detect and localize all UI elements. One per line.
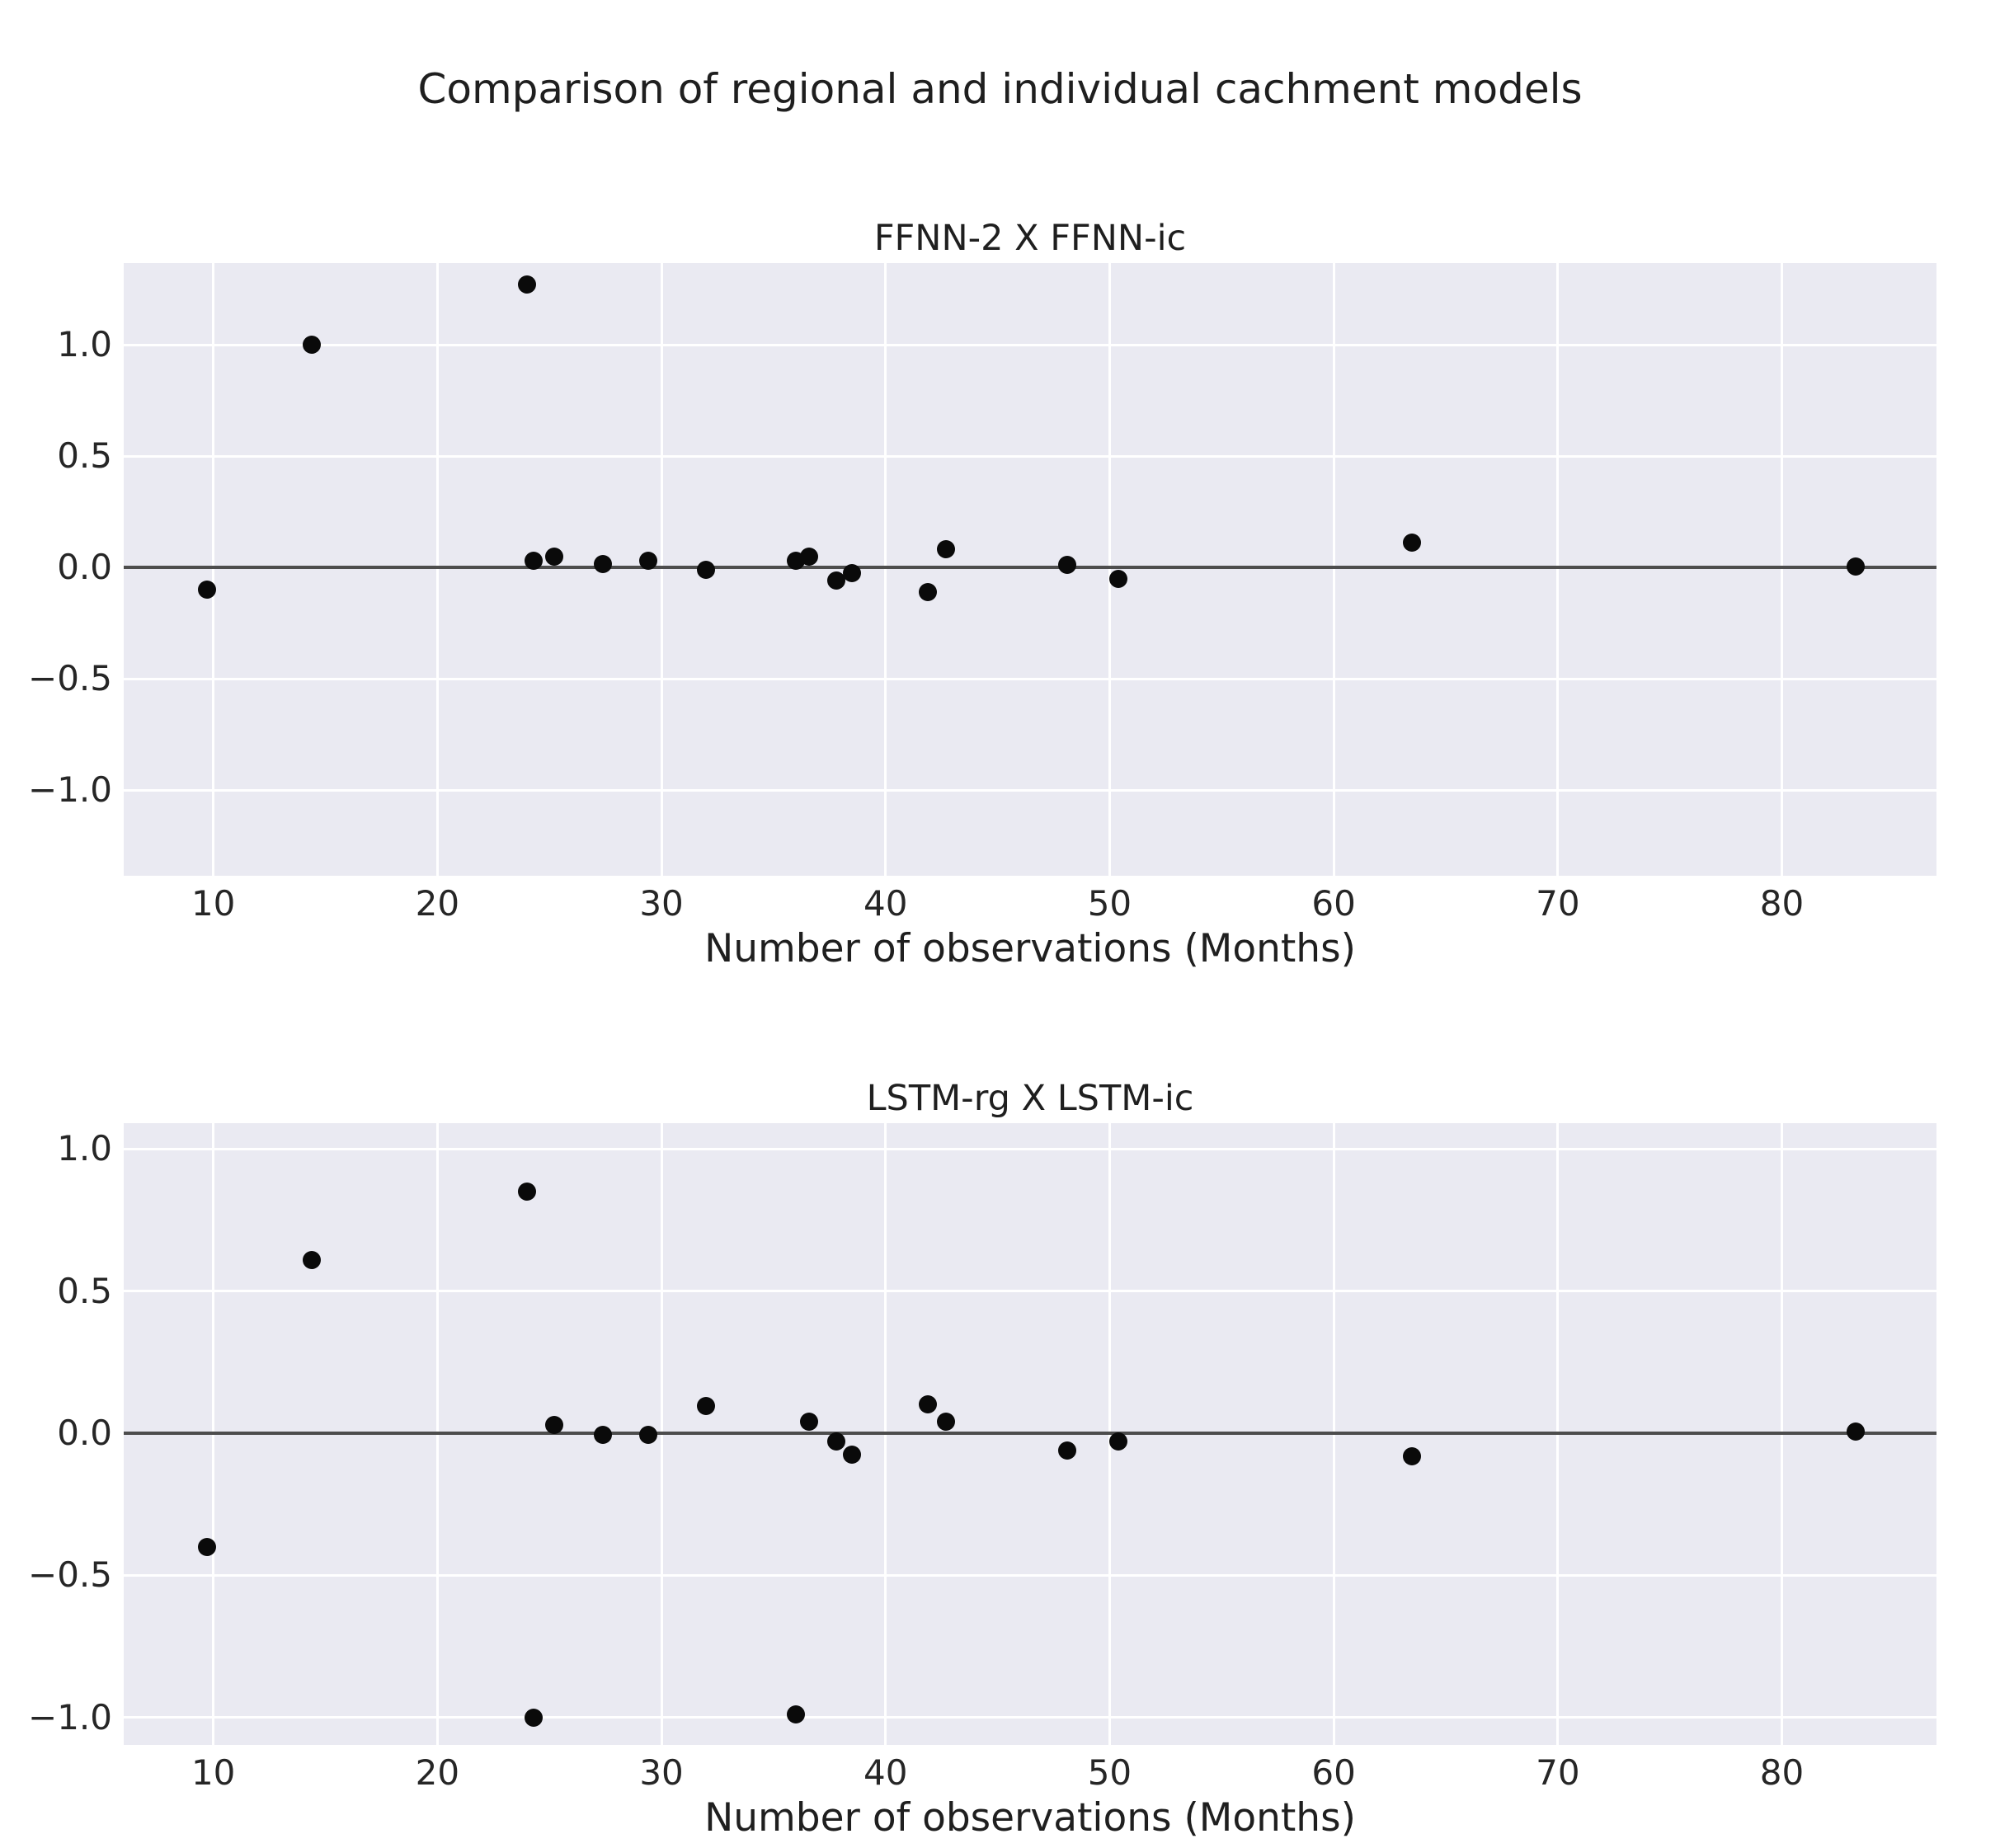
x-gridline bbox=[1332, 263, 1335, 876]
x-gridline bbox=[212, 263, 215, 876]
data-point bbox=[544, 1415, 563, 1434]
x-tick-label: 60 bbox=[1311, 883, 1356, 924]
subplot-lstm-title: LSTM-rg X LSTM-ic bbox=[866, 1078, 1194, 1119]
x-tick-label: 80 bbox=[1759, 883, 1805, 924]
y-gridline bbox=[124, 1716, 1936, 1719]
plot-area-lstm bbox=[124, 1123, 1936, 1745]
data-point bbox=[697, 560, 716, 579]
data-point bbox=[1403, 1446, 1422, 1465]
y-tick-label: −1.0 bbox=[28, 769, 112, 811]
x-axis-label-ffnn: Number of observations (Months) bbox=[704, 926, 1356, 971]
x-tick-label: 30 bbox=[639, 1752, 684, 1793]
y-tick-label: 0.0 bbox=[57, 1412, 112, 1453]
data-point bbox=[638, 1425, 657, 1444]
x-tick-label: 30 bbox=[639, 883, 684, 924]
data-point bbox=[1109, 569, 1128, 588]
data-point bbox=[594, 1425, 613, 1444]
y-gridline bbox=[124, 1290, 1936, 1292]
data-point bbox=[544, 547, 563, 566]
data-point bbox=[919, 1395, 938, 1414]
data-point bbox=[826, 571, 845, 590]
y-tick-label: 0.0 bbox=[57, 547, 112, 588]
data-point bbox=[937, 540, 956, 559]
y-tick-label: 1.0 bbox=[57, 1128, 112, 1169]
y-gridline bbox=[124, 343, 1936, 346]
data-point bbox=[1847, 557, 1866, 576]
y-tick-label: −0.5 bbox=[28, 658, 112, 699]
subplot-ffnn-title: FFNN-2 X FFNN-ic bbox=[873, 218, 1187, 259]
data-point bbox=[843, 563, 861, 582]
x-tick-label: 60 bbox=[1311, 1752, 1356, 1793]
y-gridline bbox=[124, 454, 1936, 458]
y-tick-label: −0.5 bbox=[28, 1554, 112, 1596]
data-point bbox=[826, 1432, 845, 1451]
x-gridline bbox=[884, 263, 887, 876]
data-point bbox=[1847, 1422, 1866, 1441]
x-axis-label-lstm: Number of observations (Months) bbox=[704, 1795, 1356, 1841]
x-tick-label: 20 bbox=[415, 1752, 460, 1793]
plot-area-ffnn bbox=[124, 263, 1936, 876]
figure-title: Comparison of regional and individual ca… bbox=[417, 65, 1583, 113]
x-tick-label: 40 bbox=[864, 1752, 908, 1793]
data-point bbox=[800, 1413, 819, 1432]
y-gridline bbox=[124, 788, 1936, 792]
data-point bbox=[518, 1182, 537, 1201]
data-point bbox=[787, 1705, 806, 1724]
data-point bbox=[937, 1413, 956, 1432]
x-tick-label: 50 bbox=[1087, 1752, 1132, 1793]
x-tick-label: 50 bbox=[1087, 883, 1132, 924]
data-point bbox=[197, 581, 216, 600]
data-point bbox=[525, 551, 544, 570]
data-point bbox=[525, 1708, 544, 1727]
x-tick-label: 80 bbox=[1759, 1752, 1805, 1793]
zero-reference-line bbox=[124, 1431, 1936, 1435]
data-point bbox=[1057, 556, 1076, 575]
zero-reference-line bbox=[124, 566, 1936, 570]
x-tick-label: 10 bbox=[191, 883, 236, 924]
x-gridline bbox=[1556, 263, 1560, 876]
x-gridline bbox=[435, 263, 439, 876]
x-tick-label: 70 bbox=[1536, 883, 1580, 924]
x-gridline bbox=[1108, 263, 1111, 876]
x-gridline bbox=[1781, 263, 1784, 876]
data-point bbox=[303, 1250, 322, 1269]
data-point bbox=[843, 1445, 861, 1464]
y-tick-label: 0.5 bbox=[57, 435, 112, 477]
y-gridline bbox=[124, 677, 1936, 680]
x-tick-label: 40 bbox=[864, 883, 908, 924]
data-point bbox=[594, 555, 613, 574]
x-tick-label: 70 bbox=[1536, 1752, 1580, 1793]
x-tick-label: 10 bbox=[191, 1752, 236, 1793]
data-point bbox=[800, 547, 819, 566]
data-point bbox=[1057, 1441, 1076, 1460]
x-tick-label: 20 bbox=[415, 883, 460, 924]
data-point bbox=[697, 1397, 716, 1416]
data-point bbox=[1109, 1432, 1128, 1451]
y-gridline bbox=[124, 1573, 1936, 1577]
x-gridline bbox=[660, 263, 663, 876]
data-point bbox=[518, 275, 537, 294]
y-tick-label: 0.5 bbox=[57, 1270, 112, 1311]
y-tick-label: −1.0 bbox=[28, 1696, 112, 1737]
data-point bbox=[919, 582, 938, 601]
y-gridline bbox=[124, 1147, 1936, 1150]
data-point bbox=[197, 1537, 216, 1556]
data-point bbox=[303, 336, 322, 355]
data-point bbox=[638, 551, 657, 570]
data-point bbox=[1403, 534, 1422, 553]
y-tick-label: 1.0 bbox=[57, 324, 112, 365]
